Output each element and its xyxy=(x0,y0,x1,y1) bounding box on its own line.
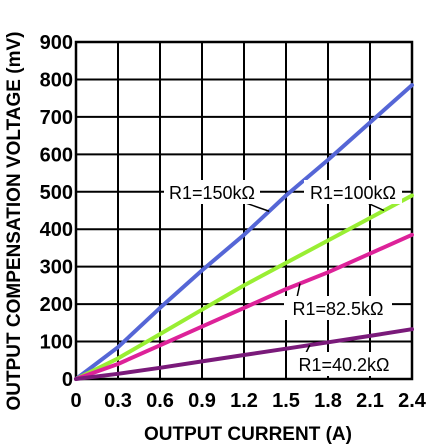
x-tick-label: 1.8 xyxy=(314,390,342,412)
x-axis-title: OUTPUT CURRENT (A) xyxy=(144,424,352,445)
x-tick-label: 2.1 xyxy=(356,390,384,412)
series-line-3 xyxy=(74,232,414,381)
x-tick-label: 2.4 xyxy=(398,390,427,412)
y-tick-label: 400 xyxy=(40,219,73,241)
x-tick-label: 0.3 xyxy=(104,390,132,412)
annotation-background xyxy=(284,296,392,320)
annotation-label: R1=150kΩ xyxy=(169,183,255,203)
y-tick-label: 0 xyxy=(62,369,73,391)
x-tick-label: 0.6 xyxy=(146,390,174,412)
grid xyxy=(74,40,414,381)
y-tick-label: 700 xyxy=(40,107,73,129)
annotation-background xyxy=(304,180,402,204)
series-line-2 xyxy=(74,193,414,381)
y-tick-label: 600 xyxy=(40,144,73,166)
y-tick-label: 800 xyxy=(40,69,73,91)
tick-labels: 0 100 200 300 400 500 600 700 800 900 0 0.3 0.6 0.9 1.… xyxy=(40,32,427,412)
annotation-label: R1=82.5kΩ xyxy=(292,299,383,319)
y-tick-label: 200 xyxy=(40,294,73,316)
series-line-4 xyxy=(74,327,414,381)
y-tick-label: 100 xyxy=(40,332,73,354)
y-axis-title: OUTPUT COMPENSATION VOLTAGE (mV) xyxy=(4,32,25,411)
annotations: R1=150kΩ R1=100kΩ R1=82.5kΩ R1=40.2kΩ xyxy=(164,180,402,376)
plot-frame xyxy=(74,40,414,381)
x-tick-label: 0 xyxy=(70,390,81,412)
y-tick-label: 500 xyxy=(40,182,73,204)
annotation-background xyxy=(292,352,396,376)
x-tick-label: 1.2 xyxy=(230,390,258,412)
annotation-background xyxy=(164,180,260,204)
y-tick-label: 300 xyxy=(40,257,73,279)
series-line-1 xyxy=(74,83,414,381)
annotation-label: R1=100kΩ xyxy=(310,183,396,203)
x-tick-label: 0.9 xyxy=(188,390,216,412)
series-lines xyxy=(74,83,414,381)
y-tick-label: 900 xyxy=(40,32,73,54)
x-tick-label: 1.5 xyxy=(272,390,300,412)
annotation-label: R1=40.2kΩ xyxy=(298,355,389,375)
